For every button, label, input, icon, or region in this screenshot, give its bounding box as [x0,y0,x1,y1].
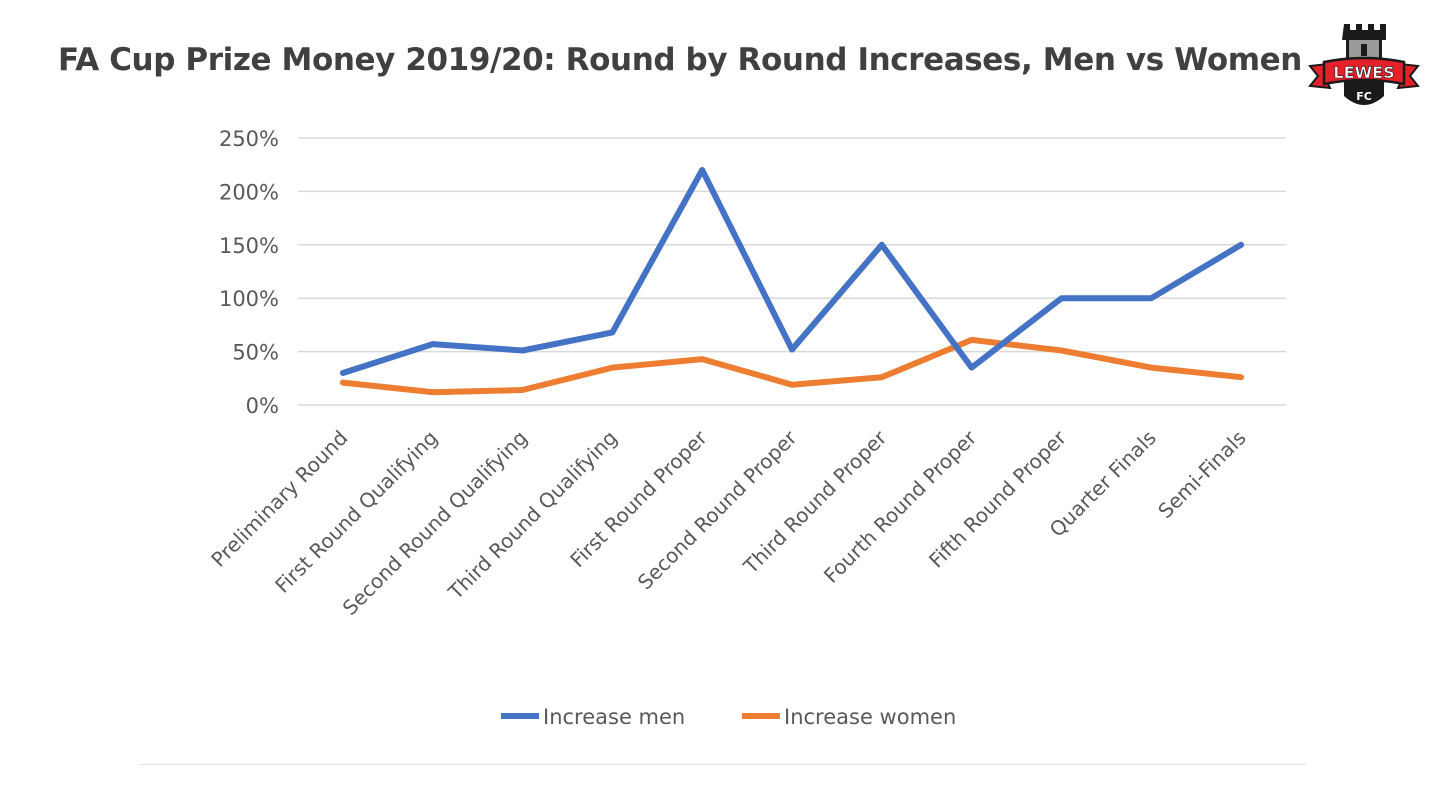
x-category-label: Semi-Finals [1153,426,1250,523]
x-category-label: Second Round Proper [633,425,802,594]
logo-subtext: FC [1356,90,1372,103]
x-category-label: Second Round Qualifying [338,426,532,620]
y-tick-label: 150% [219,234,279,258]
legend-label: Increase women [784,705,956,729]
y-tick-label: 100% [219,287,279,311]
legend-label: Increase men [543,705,685,729]
x-category-label: Fourth Round Proper [819,425,982,588]
page-title: FA Cup Prize Money 2019/20: Round by Rou… [58,42,1302,78]
lewes-fc-logo: LEWES FC [1308,24,1420,105]
series-lines [339,167,1245,396]
legend: Increase men Increase women [501,705,956,729]
y-axis-tick-labels: 0% 50% 100% 150% 200% 250% [219,127,279,418]
logo-text: LEWES [1333,63,1394,82]
y-tick-label: 250% [219,127,279,151]
x-category-label: First Round Qualifying [270,426,442,598]
y-tick-label: 0% [246,394,279,418]
bottom-divider [140,764,1306,765]
x-category-label: Third Round Qualifying [443,426,622,605]
y-tick-label: 200% [219,180,279,204]
y-tick-label: 50% [232,341,279,365]
series-line [339,167,1245,376]
